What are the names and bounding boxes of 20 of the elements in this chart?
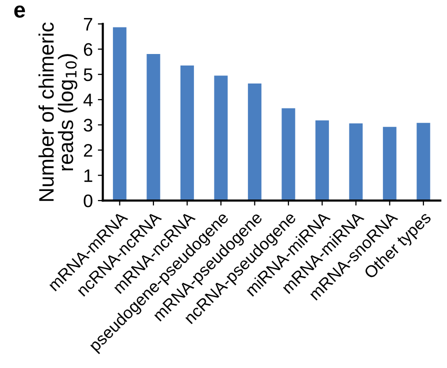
bar (248, 83, 262, 201)
bar (112, 27, 126, 201)
y-tick-label: 3 (84, 118, 92, 132)
y-tick-label: 2 (84, 144, 92, 157)
bar (416, 122, 430, 201)
y-tick-label: 6 (84, 43, 92, 56)
text: e (14, 6, 26, 18)
y-tick-label: 0 (84, 194, 92, 208)
bar (214, 76, 228, 201)
bar (146, 54, 160, 201)
y-tick-label: 1 (84, 169, 92, 182)
y-axis-title: Number of chimeric reads (log$_{10}$) (38, 22, 78, 201)
bar (180, 66, 194, 201)
bar (315, 120, 329, 201)
bar (349, 123, 363, 201)
y-tick-label: 4 (83, 94, 93, 106)
y-tick-label: 5 (84, 68, 92, 82)
bar (282, 108, 296, 201)
bar (382, 126, 396, 201)
y-tick-label: 7 (84, 18, 92, 30)
